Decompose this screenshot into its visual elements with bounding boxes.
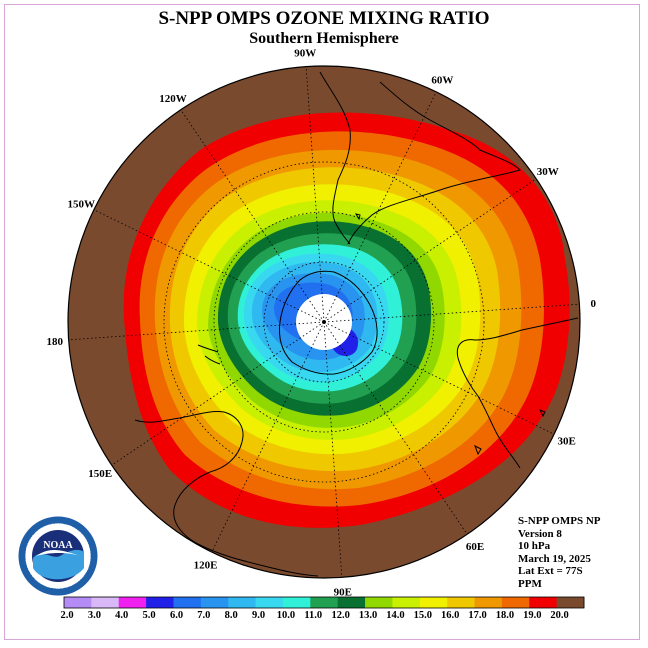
lon-label-180: 180 bbox=[46, 336, 63, 348]
colorbar-tick-label: 16.0 bbox=[441, 610, 459, 621]
south-america-coast bbox=[319, 71, 521, 245]
colorbar-swatch bbox=[64, 597, 92, 608]
south-pole-marker bbox=[322, 320, 326, 324]
lon-label-90e: 90E bbox=[334, 586, 352, 598]
info-units: PPM bbox=[518, 577, 542, 590]
colorbar-swatch bbox=[282, 597, 311, 608]
colorbar-swatch bbox=[419, 597, 448, 608]
logo-wave bbox=[33, 549, 84, 580]
map-border bbox=[67, 65, 581, 579]
colorbar-swatch bbox=[310, 597, 339, 608]
colorbar-swatch bbox=[91, 597, 120, 608]
lon-label-150w: 150W bbox=[68, 199, 96, 211]
lon-label-150e: 150E bbox=[88, 468, 112, 480]
colorbar: 2.0 3.0 4.0 5.0 6.0 7.0 8.0 9.0 10.0 11.0 12.0 13.0… bbox=[60, 596, 585, 621]
lon-label-60e: 60E bbox=[466, 541, 484, 553]
colorbar-tick-label: 9.0 bbox=[252, 610, 265, 621]
colorbar-swatch bbox=[556, 597, 585, 608]
colorbar-swatch bbox=[501, 597, 530, 608]
colorbar-swatch bbox=[200, 597, 229, 608]
lon-label-0: 0 bbox=[591, 298, 597, 310]
colorbar-tick-label: 4.0 bbox=[115, 610, 128, 621]
meridian-line bbox=[305, 66, 325, 323]
colorbar-tick-label: 5.0 bbox=[143, 610, 156, 621]
meridian-line bbox=[323, 91, 437, 323]
lon-label-90w: 90W bbox=[294, 48, 316, 60]
colorbar-tick-label: 11.0 bbox=[304, 610, 322, 621]
meridian-line bbox=[323, 303, 580, 323]
logo-ring-band bbox=[18, 516, 98, 596]
colorbar-swatch bbox=[447, 597, 475, 608]
figure-frame bbox=[4, 4, 640, 640]
colorbar-tick-label: 3.0 bbox=[88, 610, 101, 621]
colorbar-swatch bbox=[118, 597, 147, 608]
new-zealand-coast bbox=[197, 344, 221, 365]
colorbar-swatch bbox=[337, 597, 366, 608]
colorbar-tick-label: 2.0 bbox=[60, 610, 73, 621]
colorbar-tick-label: 8.0 bbox=[225, 610, 238, 621]
islands bbox=[354, 213, 546, 456]
colorbar-swatch bbox=[146, 597, 174, 608]
info-version: Version 8 bbox=[518, 527, 562, 540]
colorbar-swatch bbox=[474, 597, 503, 608]
meridian-line bbox=[111, 321, 325, 466]
info-block: S-NPP OMPS NP Version 8 10 hPa March 19,… bbox=[518, 515, 601, 591]
map-title: S-NPP OMPS OZONE MIXING RATIO bbox=[158, 8, 490, 29]
meridian-lines bbox=[68, 66, 580, 578]
meridian-line bbox=[323, 321, 343, 578]
meridian-line bbox=[93, 209, 325, 323]
longitude-labels: 90W 60W 30W 0 30E 60E 90E 120E 150E 180 … bbox=[46, 48, 596, 599]
meridian-line bbox=[68, 321, 325, 341]
colorbar-tick-label: 15.0 bbox=[414, 610, 432, 621]
lon-label-30w: 30W bbox=[537, 166, 559, 178]
info-level: 10 hPa bbox=[518, 540, 551, 553]
meridian-line bbox=[323, 178, 537, 323]
latitude-circle-50s bbox=[213, 211, 435, 433]
info-date: March 19, 2025 bbox=[518, 552, 591, 565]
colorbar-border bbox=[63, 596, 585, 609]
meridian-line bbox=[211, 321, 325, 553]
colorbar-tick-label: 7.0 bbox=[197, 610, 210, 621]
logo-gull bbox=[36, 550, 80, 556]
colorbar-swatch bbox=[365, 597, 393, 608]
colorbar-tick-label: 12.0 bbox=[332, 610, 350, 621]
latitude-circle-60s bbox=[263, 261, 385, 383]
colorbar-tick-label: 20.0 bbox=[550, 610, 568, 621]
latitude-circle-40s bbox=[163, 161, 485, 483]
info-instrument: S-NPP OMPS NP bbox=[518, 515, 601, 527]
colorbar-swatch bbox=[228, 597, 256, 608]
australia-coast bbox=[134, 411, 319, 577]
coastlines bbox=[134, 71, 579, 577]
colorbar-tick-label: 13.0 bbox=[359, 610, 377, 621]
meridian-line bbox=[323, 321, 555, 435]
colorbar-swatch bbox=[529, 597, 558, 608]
colorbar-swatch bbox=[173, 597, 202, 608]
map-subtitle: Southern Hemisphere bbox=[249, 30, 399, 47]
ozone-contours bbox=[68, 66, 580, 578]
colorbar-tick-label: 10.0 bbox=[277, 610, 295, 621]
colorbar-tick-label: 14.0 bbox=[386, 610, 404, 621]
meridian-line bbox=[180, 109, 325, 323]
lon-label-120w: 120W bbox=[159, 93, 187, 105]
colorbar-swatch bbox=[392, 597, 421, 608]
colorbar-tick-label: 19.0 bbox=[523, 610, 541, 621]
lon-label-60w: 60W bbox=[431, 74, 453, 86]
lon-label-30e: 30E bbox=[558, 435, 576, 447]
meridian-line bbox=[323, 321, 468, 535]
colorbar-swatch bbox=[255, 597, 284, 608]
colorbar-tick-label: 6.0 bbox=[170, 610, 183, 621]
info-lat-ext: Lat Ext = 77S bbox=[518, 565, 583, 578]
colorbar-tick-label: 17.0 bbox=[468, 610, 486, 621]
antarctica-coast bbox=[279, 270, 378, 375]
logo-text: NOAA bbox=[43, 540, 73, 551]
graticule bbox=[68, 66, 580, 578]
africa-coast bbox=[456, 317, 579, 469]
colorbar-tick-label: 18.0 bbox=[496, 610, 514, 621]
lon-label-120e: 120E bbox=[194, 560, 218, 572]
